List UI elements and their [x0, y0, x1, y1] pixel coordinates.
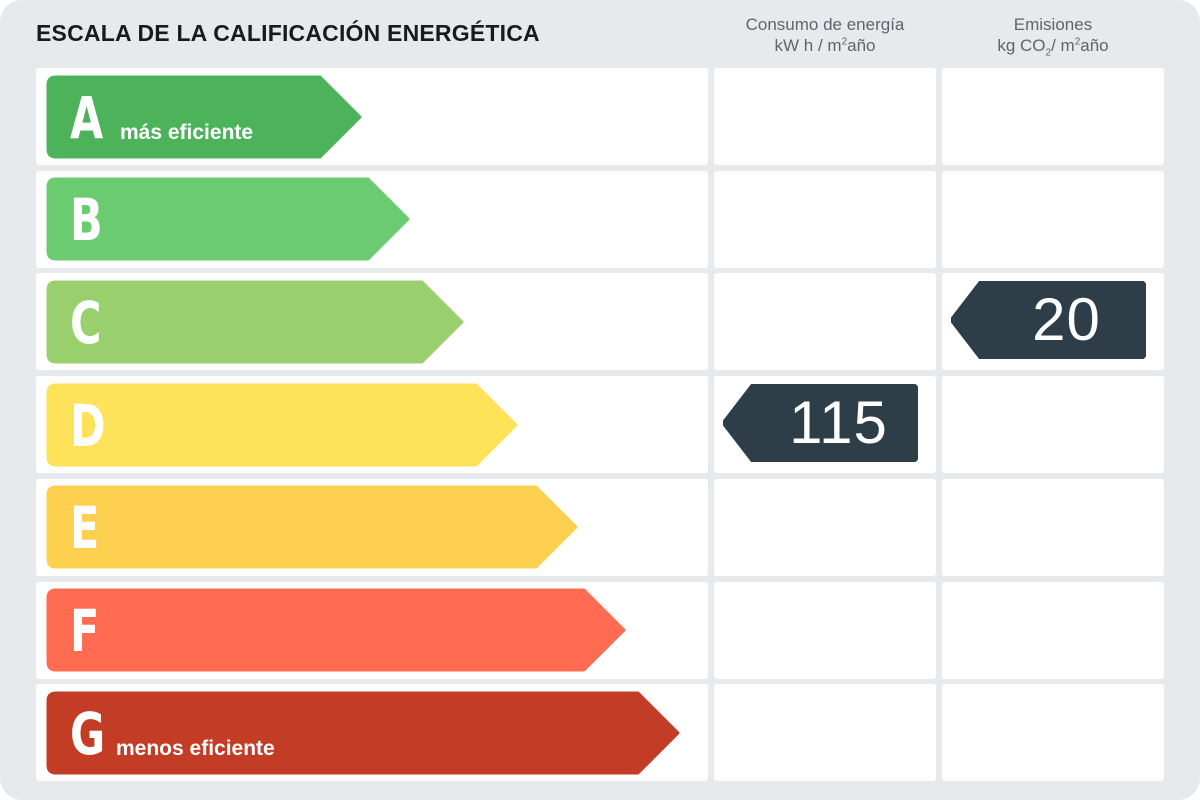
rating-letter: A: [70, 83, 104, 152]
rating-band-f: F: [46, 588, 626, 672]
rating-letter: F: [70, 597, 100, 665]
emissions-cell: [942, 478, 1164, 576]
rating-band-e: E: [46, 485, 578, 569]
rating-band-arrow: [46, 485, 578, 569]
energy-cell: [714, 68, 936, 165]
energy-column-header: Consumo de energía kW h / m2año: [714, 14, 936, 56]
energy-cell: [714, 581, 936, 679]
rating-marker-arrow: [723, 383, 918, 462]
rating-band-b: B: [46, 177, 410, 261]
rating-band-arrow: [46, 383, 518, 467]
rating-band-label: menos eficiente: [116, 736, 275, 760]
rating-band-arrow: [46, 691, 680, 775]
energy-consumption-marker: 115: [723, 383, 918, 462]
emissions-marker: 20: [951, 280, 1146, 359]
emissions-column-title: Emisiones: [1013, 15, 1093, 34]
energy-column-unit: kW h / m2año: [774, 36, 876, 55]
energy-cell: [714, 684, 936, 782]
rating-letter: G: [70, 699, 106, 768]
rating-marker-arrow: [951, 280, 1146, 359]
emissions-column-unit: kg CO2/ m2año: [997, 36, 1109, 59]
rating-letter: B: [70, 186, 103, 255]
rating-letter: D: [70, 391, 106, 460]
rating-letter: E: [70, 494, 100, 563]
rating-marker-value: 20: [1032, 286, 1101, 354]
rating-letter: C: [70, 288, 102, 357]
rating-band-arrow: [46, 588, 626, 672]
emissions-cell: [942, 68, 1164, 165]
energy-cell: [714, 478, 936, 576]
energy-cell: [714, 170, 936, 268]
rating-band-d: D: [46, 383, 518, 467]
rating-band-arrow: [46, 75, 362, 158]
emissions-cell: [942, 684, 1164, 782]
page-title: ESCALA DE LA CALIFICACIÓN ENERGÉTICA: [36, 20, 540, 46]
energy-cell: [714, 273, 936, 371]
emissions-cell: [942, 376, 1164, 474]
rating-band-label: más eficiente: [120, 120, 254, 144]
rating-marker-value: 115: [789, 389, 888, 457]
emissions-column-header: Emisiones kg CO2/ m2año: [942, 14, 1164, 59]
rating-band-arrow: [46, 280, 464, 364]
emissions-cell: [942, 170, 1164, 268]
energy-column-title: Consumo de energía: [745, 15, 905, 34]
rating-band-c: C: [46, 280, 464, 364]
rating-band-arrow: [46, 177, 410, 261]
emissions-cell: [942, 581, 1164, 679]
